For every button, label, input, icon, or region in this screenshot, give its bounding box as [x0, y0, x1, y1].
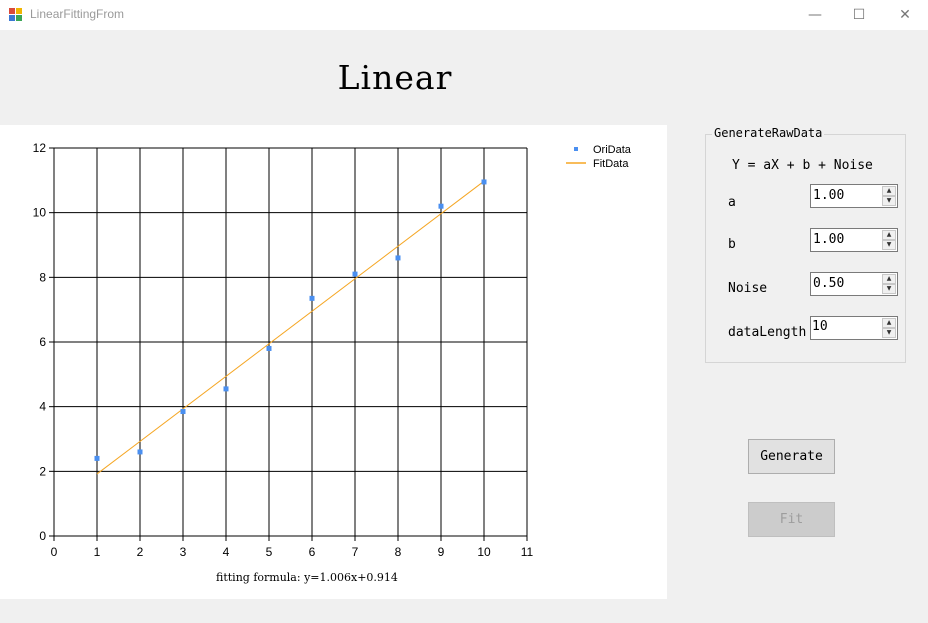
- generate-button[interactable]: Generate: [748, 439, 835, 474]
- x-tick-label: 3: [180, 545, 187, 559]
- y-tick-label: 4: [39, 400, 46, 414]
- spin-down-icon[interactable]: ▼: [882, 240, 896, 250]
- spin-down-icon[interactable]: ▼: [882, 196, 896, 206]
- group-title: GenerateRawData: [712, 126, 825, 140]
- spin-up-icon[interactable]: ▲: [882, 230, 896, 240]
- x-tick-label: 4: [223, 545, 230, 559]
- spin-up-icon[interactable]: ▲: [882, 318, 896, 328]
- equation-label: Y = aX + b + Noise: [732, 158, 873, 173]
- close-button[interactable]: ✕: [882, 0, 928, 30]
- param-label-b: b: [728, 237, 736, 252]
- app-icon: [9, 8, 22, 21]
- y-tick-label: 6: [39, 335, 46, 349]
- x-tick-label: 8: [395, 545, 402, 559]
- data-point: [395, 255, 401, 261]
- x-tick-label: 9: [438, 545, 445, 559]
- x-tick-label: 7: [352, 545, 359, 559]
- title-bar: LinearFittingFrom — ☐ ✕: [0, 0, 928, 30]
- x-tick-label: 5: [266, 545, 273, 559]
- param-label-noise: Noise: [728, 281, 768, 296]
- x-tick-label: 6: [309, 545, 316, 559]
- data-point: [94, 455, 100, 461]
- x-tick-label: 10: [477, 545, 491, 559]
- window-title: LinearFittingFrom: [30, 7, 125, 21]
- y-tick-label: 2: [39, 464, 46, 478]
- b-value[interactable]: 1.00: [813, 232, 845, 247]
- maximize-button[interactable]: ☐: [836, 0, 882, 30]
- close-icon: ✕: [899, 7, 911, 23]
- legend-marker: [574, 147, 578, 151]
- b-stepper[interactable]: 1.00 ▲ ▼: [810, 228, 898, 252]
- param-label-a: a: [728, 195, 736, 210]
- data-point: [223, 386, 229, 392]
- datalength-stepper[interactable]: 10 ▲ ▼: [810, 316, 898, 340]
- noise-value[interactable]: 0.50: [813, 276, 845, 291]
- data-point: [266, 345, 272, 351]
- data-point: [137, 449, 143, 455]
- chart-panel: 0 1 2 3 4 5 6 7 8 9 10 11 0 2 4 6 8 10 12 OriData FitData fi…: [0, 125, 667, 599]
- x-tick-label: 0: [51, 545, 58, 559]
- y-tick-label: 12: [33, 141, 47, 155]
- y-tick-label: 0: [39, 529, 46, 543]
- fitting-formula: fitting formula: y=1.006x+0.914: [216, 571, 398, 584]
- spin-down-icon[interactable]: ▼: [882, 284, 896, 294]
- param-label-datalength: dataLength: [728, 325, 807, 340]
- x-tick-label: 2: [137, 545, 144, 559]
- fit-button[interactable]: Fit: [748, 502, 835, 537]
- data-point: [438, 203, 444, 209]
- noise-stepper[interactable]: 0.50 ▲ ▼: [810, 272, 898, 296]
- a-value[interactable]: 1.00: [813, 188, 845, 203]
- a-stepper[interactable]: 1.00 ▲ ▼: [810, 184, 898, 208]
- datalength-value[interactable]: 10: [812, 319, 828, 334]
- maximize-icon: ☐: [852, 7, 866, 23]
- data-point: [309, 295, 315, 301]
- minimize-icon: —: [808, 7, 822, 23]
- minimize-button[interactable]: —: [792, 0, 838, 30]
- x-tick-label: 1: [94, 545, 101, 559]
- spin-up-icon[interactable]: ▲: [882, 186, 896, 196]
- data-point: [352, 271, 358, 277]
- data-point: [481, 179, 487, 185]
- y-tick-label: 10: [33, 206, 47, 220]
- data-point: [180, 409, 186, 415]
- fit-line: [96, 180, 485, 475]
- legend-label: FitData: [593, 158, 629, 170]
- spin-down-icon[interactable]: ▼: [882, 328, 896, 338]
- y-tick-label: 8: [39, 270, 46, 284]
- x-tick-label: 11: [521, 545, 534, 559]
- page-title: Linear: [337, 58, 453, 97]
- spin-up-icon[interactable]: ▲: [882, 274, 896, 284]
- legend-label: OriData: [593, 144, 632, 156]
